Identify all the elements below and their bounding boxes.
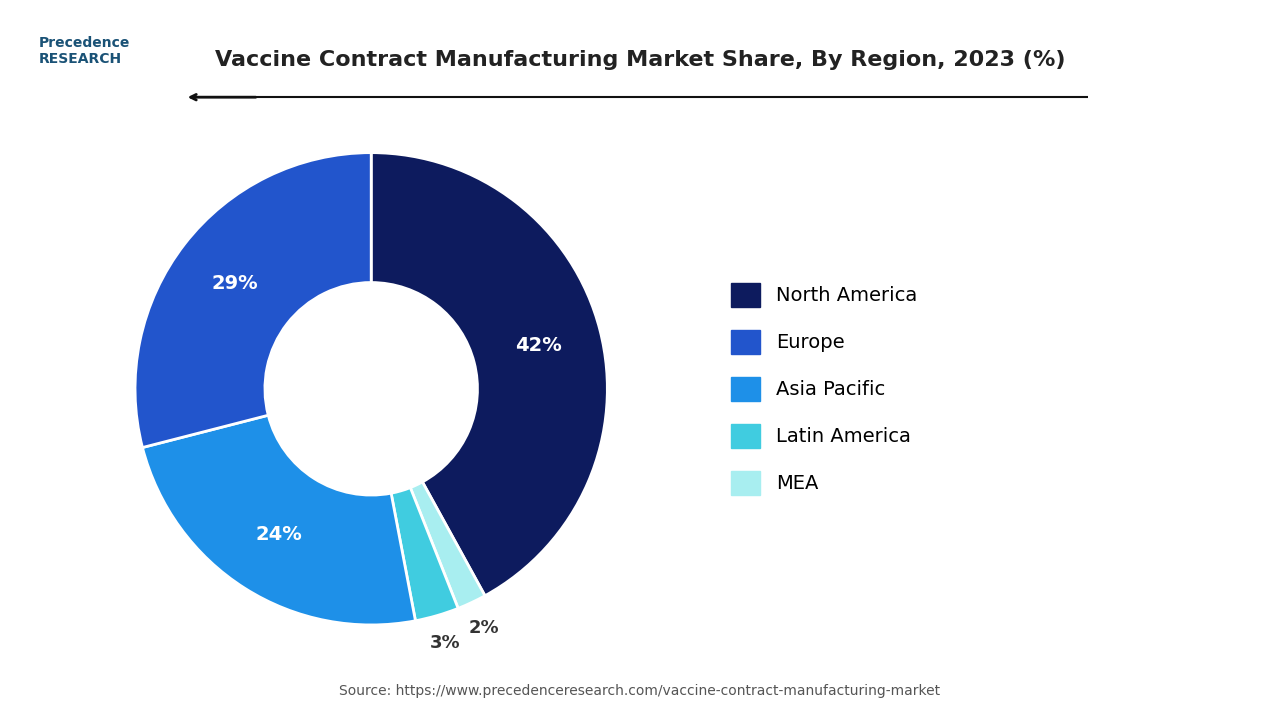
Wedge shape — [392, 487, 458, 621]
Wedge shape — [371, 153, 607, 595]
Wedge shape — [142, 415, 416, 625]
Text: 29%: 29% — [211, 274, 259, 292]
Text: Source: https://www.precedenceresearch.com/vaccine-contract-manufacturing-market: Source: https://www.precedenceresearch.c… — [339, 685, 941, 698]
Wedge shape — [411, 482, 485, 608]
Text: 24%: 24% — [256, 525, 302, 544]
Text: Vaccine Contract Manufacturing Market Share, By Region, 2023 (%): Vaccine Contract Manufacturing Market Sh… — [215, 50, 1065, 71]
Wedge shape — [136, 153, 371, 448]
Text: Precedence
RESEARCH: Precedence RESEARCH — [38, 36, 129, 66]
Text: 2%: 2% — [468, 619, 499, 637]
Text: 3%: 3% — [430, 634, 461, 652]
Text: 42%: 42% — [515, 336, 562, 356]
Legend: North America, Europe, Asia Pacific, Latin America, MEA: North America, Europe, Asia Pacific, Lat… — [723, 275, 925, 503]
